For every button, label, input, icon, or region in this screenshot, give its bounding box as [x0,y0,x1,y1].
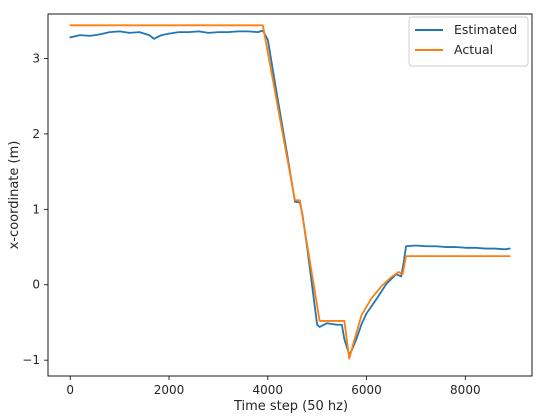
y-tick-label: 0 [32,278,40,292]
y-tick-label: −1 [22,353,40,367]
y-axis-label: x-coordinate (m) [7,141,22,250]
y-tick-label: 3 [32,51,40,65]
plot-frame [47,13,533,377]
plot-area [48,14,532,376]
x-axis: 0 2000 4000 6000 8000 [66,376,481,397]
x-tick-label: 8000 [450,383,481,397]
y-tick-label: 2 [32,127,40,141]
y-axis: −1 0 1 2 3 [22,51,48,367]
x-axis-label: Time step (50 hz) [233,399,348,414]
y-tick-label: 1 [32,202,40,216]
series-layer [69,24,511,360]
x-tick-label: 4000 [253,383,284,397]
legend-label-estimated: Estimated [454,22,517,37]
series-line-actual [69,24,511,360]
x-tick-label: 0 [66,383,74,397]
legend: Estimated Actual [408,16,529,67]
legend-label-actual: Actual [454,42,493,57]
x-tick-label: 2000 [154,383,185,397]
x-tick-label: 6000 [351,383,382,397]
